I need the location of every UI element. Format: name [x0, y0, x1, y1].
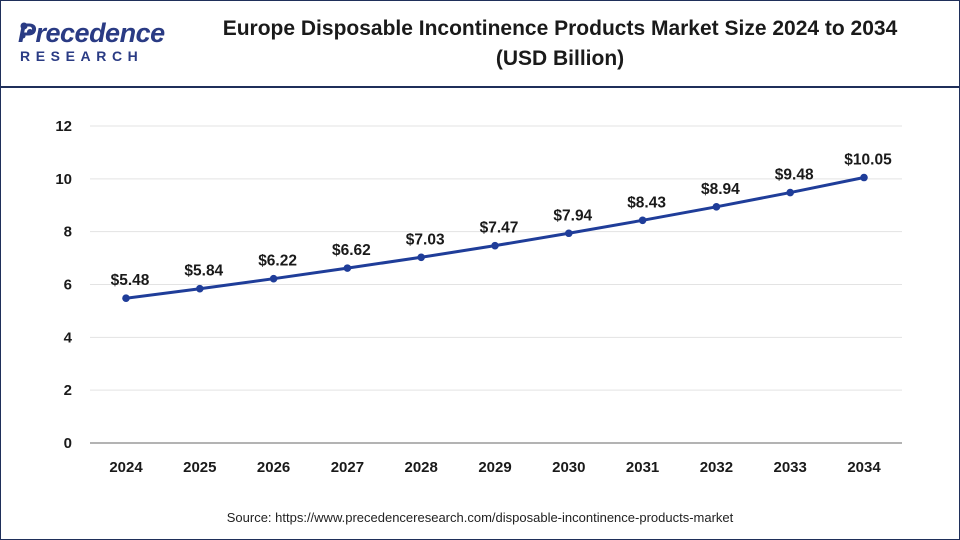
x-tick-label: 2031 [626, 459, 659, 476]
data-label: $5.84 [184, 263, 223, 280]
data-label: $9.48 [775, 167, 814, 184]
data-point [712, 203, 721, 211]
x-tick-label: 2029 [478, 459, 511, 476]
data-label: $6.22 [258, 253, 297, 270]
x-tick-labels: 2024 2025 2026 2027 2028 2029 2030 2031 2032 2033… [109, 459, 881, 476]
y-tick-label: 0 [64, 435, 72, 452]
data-label: $6.62 [332, 242, 371, 259]
series-points [122, 173, 868, 303]
data-label: $8.43 [627, 194, 666, 211]
x-tick-label: 2033 [774, 459, 807, 476]
data-label: $7.03 [406, 231, 445, 248]
y-tick-label: 8 [64, 224, 72, 241]
y-tick-label: 6 [64, 277, 72, 294]
x-tick-label: 2024 [109, 459, 143, 476]
data-label: $7.94 [553, 207, 592, 224]
data-label: $5.48 [111, 272, 150, 289]
data-point [343, 264, 352, 272]
x-tick-label: 2030 [552, 459, 585, 476]
data-label: $7.47 [480, 220, 519, 237]
data-point [122, 294, 130, 303]
x-tick-label: 2025 [183, 459, 216, 476]
brand-logo: Precedence RESEARCH [14, 18, 165, 68]
x-tick-label: 2028 [405, 459, 438, 476]
data-point [786, 188, 794, 197]
chart-title: Europe Disposable Incontinence Products … [180, 14, 940, 74]
data-point [638, 216, 647, 225]
y-tick-label: 2 [64, 382, 72, 399]
data-labels: $5.48 $5.84 $6.22 $6.62 $7.03 $7.47 $7.94 $8.43… [111, 152, 892, 290]
brand-subtitle: RESEARCH [20, 48, 144, 64]
x-tick-label: 2026 [257, 459, 290, 476]
y-tick-labels: 0 2 4 6 8 10 12 [55, 118, 72, 452]
series-line [125, 176, 865, 300]
y-tick-label: 10 [55, 171, 72, 188]
x-tick-label: 2027 [331, 459, 364, 476]
data-label: $10.05 [844, 152, 892, 169]
source-note: Source: https://www.precedenceresearch.c… [226, 510, 734, 525]
chart-title-line1: Europe Disposable Incontinence Products … [222, 17, 898, 40]
data-point [196, 284, 204, 293]
data-point [565, 229, 573, 238]
data-point [491, 241, 499, 250]
series-line [125, 176, 865, 300]
x-tick-label: 2034 [847, 459, 881, 476]
x-tick-label: 2032 [700, 459, 733, 476]
y-tick-label: 12 [55, 118, 72, 135]
brand-name: Precedence [18, 18, 165, 48]
chart-title-line2: (USD Billion) [495, 47, 625, 70]
data-label: $8.94 [701, 181, 740, 198]
header: Precedence RESEARCH Europe Disposable In… [0, 0, 960, 88]
data-point [860, 173, 868, 182]
y-tick-label: 4 [64, 329, 73, 346]
data-point [417, 253, 426, 262]
data-point [269, 274, 278, 283]
logo-mark-icon [20, 22, 33, 39]
